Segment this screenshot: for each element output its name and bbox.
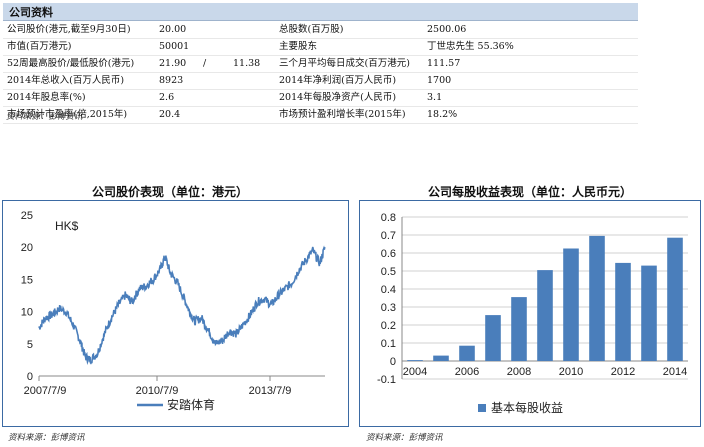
info-cell-l2: 2014年净利润(百万人民币) [279, 75, 397, 86]
x-tick-label: 2010 [559, 366, 583, 378]
info-cell-v1: 2.6 [159, 92, 175, 103]
info-cell-l2: 2014年每股净资产(人民币) [279, 92, 397, 103]
y-tick-label: 0.2 [381, 320, 396, 332]
price-chart: 0 5 10 15 20 25 2007/7/9 2010/7/9 2013/7/9 HK$ 安踏体… [21, 210, 326, 412]
y-tick-label: 0 [390, 356, 396, 368]
info-cell-l2: 市场预计盈利增长率(2015年) [279, 109, 406, 120]
y-tick-label: 10 [21, 307, 33, 319]
info-cell-v2: 丁世忠先生 55.36% [427, 41, 514, 52]
y-tick-label: 15 [21, 274, 33, 286]
eps-bar [511, 297, 527, 361]
y-tick-label: 20 [21, 242, 33, 254]
info-cell-l1: 2014年总收入(百万人民币) [7, 75, 125, 86]
info-cell-v1: 20.00 [159, 24, 187, 35]
info-cell-v1: 50001 [159, 41, 190, 52]
x-tick-label: 2010/7/9 [136, 385, 179, 397]
info-cell-v1: 8923 [159, 75, 184, 86]
eps-bar [537, 270, 553, 361]
info-row: 2014年股息率(%) 2.6 2014年每股净资产(人民币) 3.1 [3, 90, 638, 107]
eps-bar [667, 237, 683, 361]
legend-swatch [478, 404, 486, 412]
company-info-title: 公司资料 [9, 6, 53, 19]
y-tick-label: 0.8 [381, 212, 396, 224]
info-row: 市场预计市盈率(倍,2015年) 20.4 市场预计盈利增长率(2015年) 18.2… [3, 107, 638, 124]
eps-chart: -0.1 0 0.1 0.2 0.3 0.4 0.5 0.6 0.7 0.8 2004 2006 200… [377, 212, 688, 415]
x-tick-label: 2012 [611, 366, 635, 378]
info-row: 市值(百万港元) 50001 主要股东 丁世忠先生 55.36% [3, 39, 638, 56]
info-cell-l1: 公司股价(港元,截至9月30日) [7, 24, 131, 35]
info-cell-l1: 2014年股息率(%) [7, 92, 86, 103]
price-series-line [38, 245, 326, 365]
x-tick-label: 2004 [403, 366, 427, 378]
info-row: 公司股价(港元,截至9月30日) 20.00 总股数(百万股) 2500.06 [3, 22, 638, 39]
info-cell-l2: 总股数(百万股) [279, 24, 344, 35]
eps-chart-panel: -0.1 0 0.1 0.2 0.3 0.4 0.5 0.6 0.7 0.8 2004 2006 200… [359, 200, 701, 427]
info-row: 52周最高股价/最低股价(港元) 21.90 / 11.38 三个月平均每日成交(百万港… [3, 56, 638, 73]
eps-chart-title: 公司每股收益表现（单位：人民币元） [427, 185, 632, 199]
info-cell-v2: 18.2% [427, 109, 458, 120]
y-tick-label: 0.6 [381, 248, 396, 260]
company-info-header: 公司资料 [3, 3, 638, 21]
company-info-table: 公司股价(港元,截至9月30日) 20.00 总股数(百万股) 2500.06 市值(百… [3, 22, 638, 124]
x-tick-label: 2006 [455, 366, 479, 378]
y-tick-label: 0.7 [381, 230, 396, 242]
y-tick-label: 5 [27, 339, 33, 351]
eps-bar [433, 355, 449, 361]
y-tick-label: 0.4 [381, 284, 396, 296]
info-row: 2014年总收入(百万人民币) 8923 2014年净利润(百万人民币) 1700 [3, 73, 638, 90]
info-cell-l1: 市场预计市盈率(倍,2015年) [7, 109, 128, 120]
unit-label: HK$ [55, 219, 79, 233]
eps-bar [563, 248, 579, 361]
info-cell-l1: 市值(百万港元) [7, 41, 72, 52]
info-cell-l2: 三个月平均每日成交(百万港元) [279, 58, 410, 69]
eps-bar [589, 235, 605, 361]
y-tick-label: 0 [27, 371, 33, 383]
info-cell-l2: 主要股东 [279, 41, 318, 52]
eps-bar [641, 265, 657, 361]
y-tick-label: 0.5 [381, 266, 396, 278]
x-tick-label: 2013/7/9 [249, 385, 292, 397]
y-tick-label: 0.3 [381, 302, 396, 314]
info-cell-v2: 3.1 [427, 92, 443, 103]
info-cell-v1b: 11.38 [233, 58, 261, 69]
info-cell-v2: 1700 [427, 75, 452, 86]
legend-label: 安踏体育 [167, 397, 215, 412]
y-tick-label: 0.1 [381, 338, 396, 350]
price-chart-panel: 0 5 10 15 20 25 2007/7/9 2010/7/9 2013/7/9 HK$ 安踏体… [2, 200, 349, 427]
y-tick-label: -0.1 [377, 374, 396, 386]
price-chart-title: 公司股价表现（单位：港元） [91, 185, 248, 199]
eps-bar [485, 315, 501, 361]
table-source: 资料来源：彭博资讯 [6, 112, 83, 122]
x-tick-label: 2014 [663, 366, 687, 378]
x-tick-label: 2008 [507, 366, 531, 378]
eps-bar [615, 262, 631, 361]
info-cell-v2: 2500.06 [427, 24, 467, 35]
legend-label: 基本每股收益 [491, 400, 563, 415]
eps-chart-source: 资料来源：彭博资讯 [366, 433, 443, 443]
eps-bar [459, 345, 475, 361]
x-tick-label: 2007/7/9 [24, 385, 67, 397]
price-chart-source: 资料来源：彭博资讯 [8, 433, 85, 443]
y-tick-label: 25 [21, 210, 33, 222]
eps-bar [407, 360, 423, 361]
info-cell-v1: 21.90 [159, 58, 187, 69]
info-cell-v2: 111.57 [427, 58, 461, 69]
info-cell-v1: 20.4 [159, 109, 181, 120]
info-cell-l1: 52周最高股价/最低股价(港元) [7, 58, 135, 69]
info-cell-sep: / [203, 58, 207, 69]
